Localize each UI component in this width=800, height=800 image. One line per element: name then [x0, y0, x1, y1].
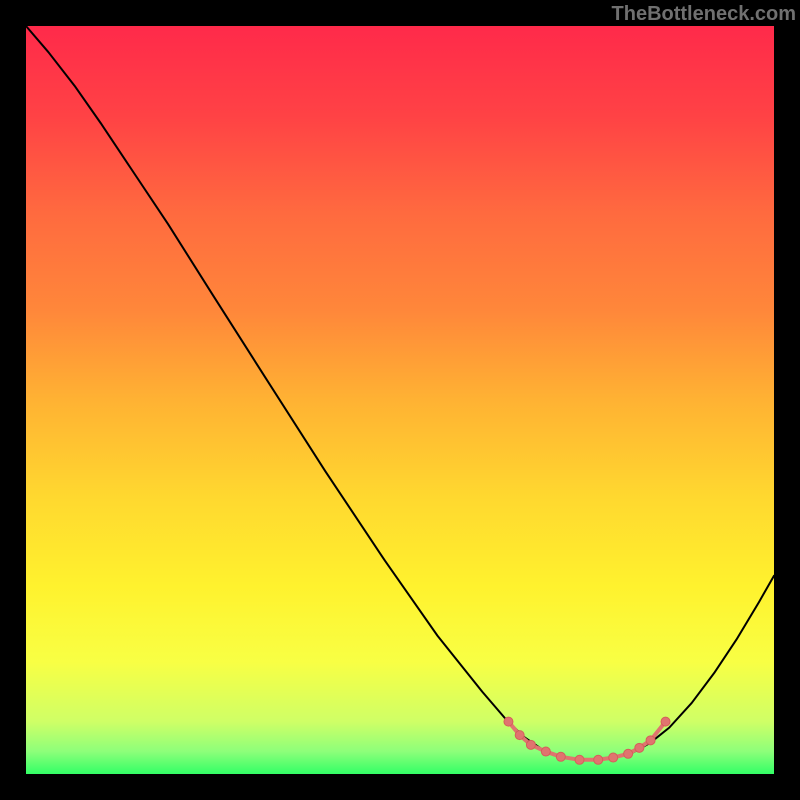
plot-frame — [26, 26, 774, 774]
chart-canvas: TheBottleneck.com — [0, 0, 800, 800]
watermark-text: TheBottleneck.com — [612, 3, 796, 26]
